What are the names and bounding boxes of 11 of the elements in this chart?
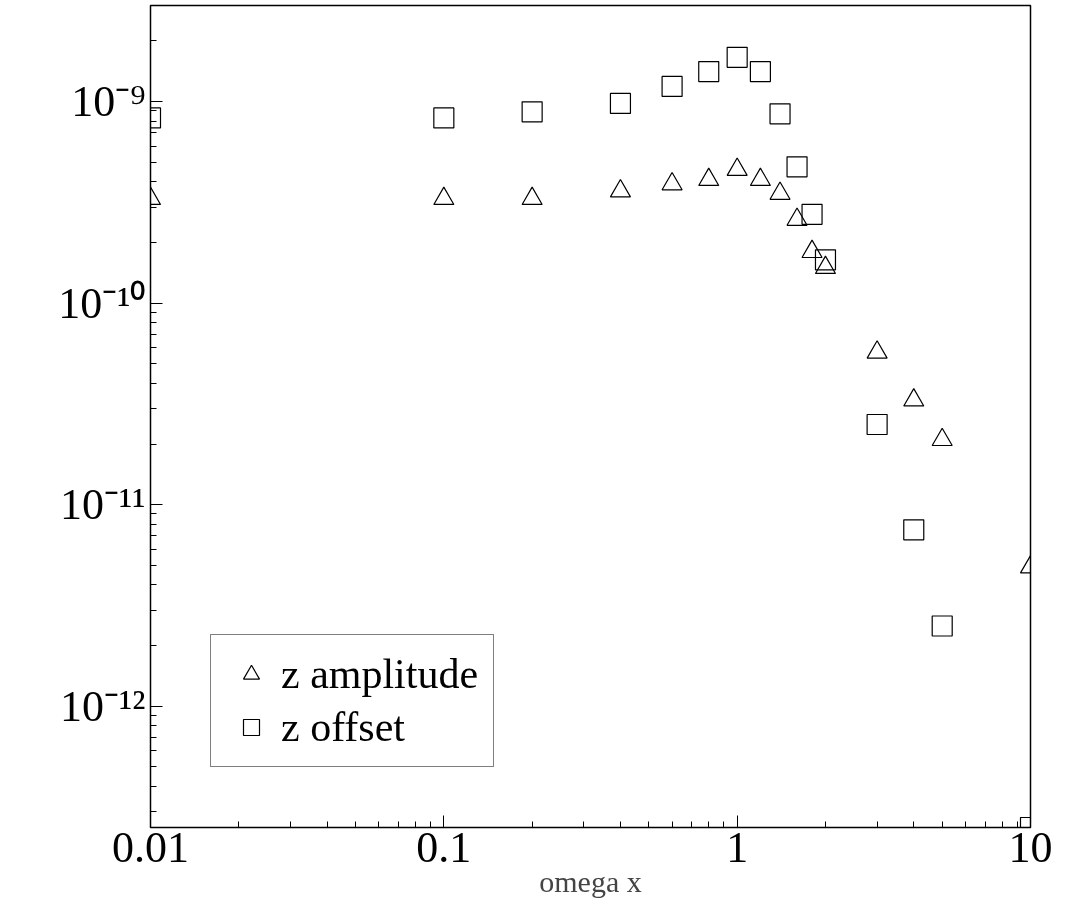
y-tick-label: 10⁻¹² (60, 681, 146, 731)
legend-label: z amplitude (281, 650, 479, 698)
y-tick-label: 10⁻¹¹ (60, 480, 146, 530)
y-tick-label: 10⁻⁹ (71, 77, 146, 127)
x-tick-label: 1 (726, 822, 749, 872)
x-tick-label: 10 (1008, 822, 1053, 872)
y-tick-label: 10⁻¹⁰ (58, 278, 146, 328)
x-axis-title: omega x (539, 864, 642, 898)
x-tick-label: 0.01 (112, 822, 189, 872)
legend-label: z offset (281, 703, 406, 751)
x-tick-label: 0.1 (416, 822, 472, 872)
